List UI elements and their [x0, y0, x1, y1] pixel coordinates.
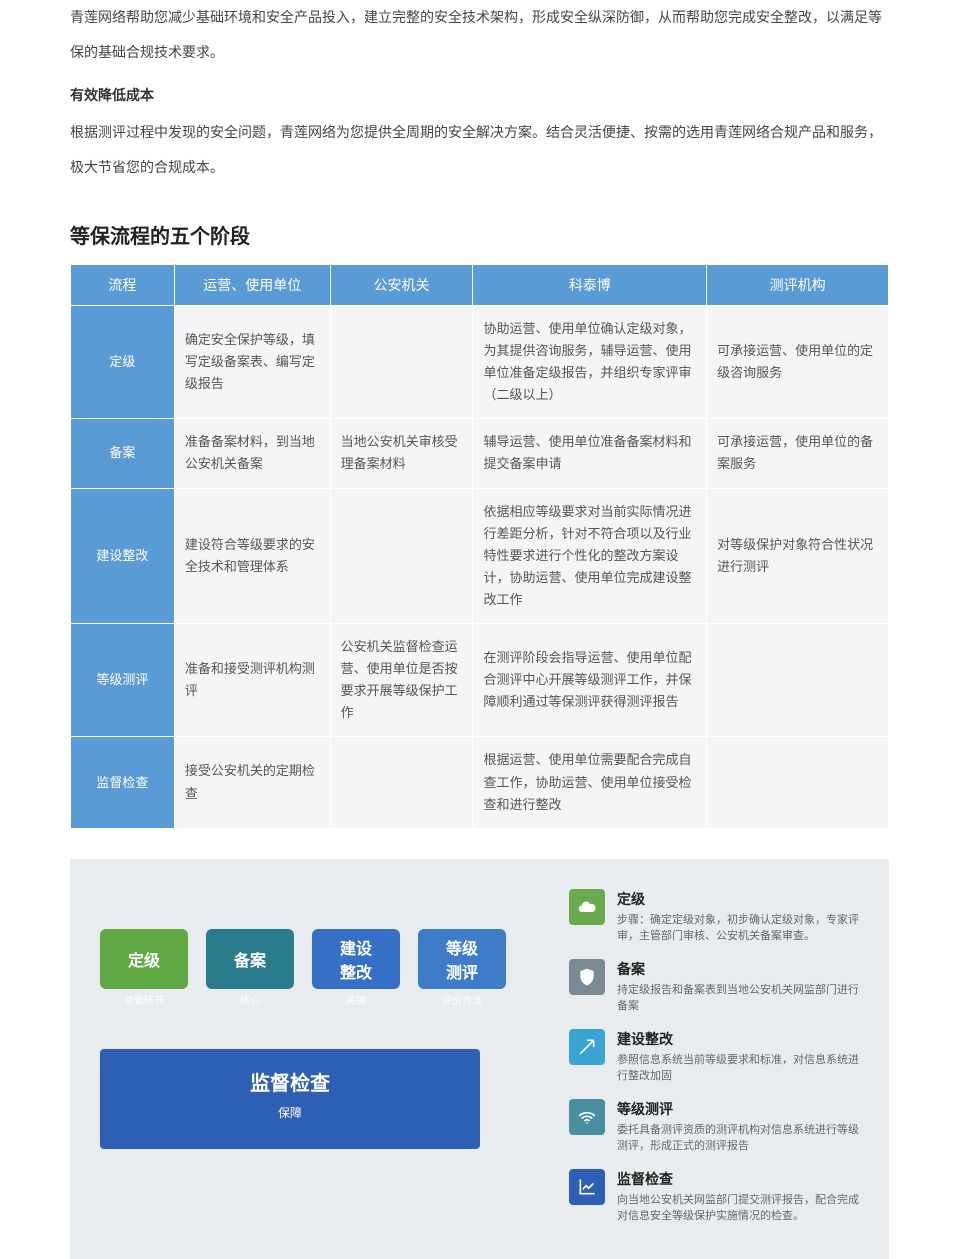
table-cell: 协助运营、使用单位确认定级对象，为其提供咨询服务，辅导运营、使用单位准备定级报告… [473, 306, 707, 419]
bigbox-sub: 保障 [100, 1104, 480, 1121]
table-header: 运营、使用单位 [174, 265, 330, 306]
bigbox-title: 监督检查 [100, 1067, 480, 1096]
item-desc: 持定级报告和备案表到当地公安机关网监部门进行备案 [617, 982, 869, 1015]
table-rowhead: 备案 [71, 419, 175, 488]
table-cell: 在测评阶段会指导运营、使用单位配合测评中心开展等级测评工作，并保障顺利通过等保测… [473, 624, 707, 737]
item-title: 等级测评 [617, 1099, 869, 1119]
table-cell [707, 624, 889, 737]
item-desc: 向当地公安机关网监部门提交测评报告，配合完成对信息安全等级保护实施情况的检查。 [617, 1192, 869, 1225]
cost-subtitle: 有效降低成本 [70, 85, 889, 105]
item-title: 建设整改 [617, 1029, 869, 1049]
table-cell: 对等级保护对象符合性状况进行测评 [707, 488, 889, 623]
table-cell: 依据相应等级要求对当前实际情况进行差距分析，针对不符合项以及行业特性要求进行个性… [473, 488, 707, 623]
table-header: 科泰博 [473, 265, 707, 306]
flow-box: 定级首要环节 [100, 929, 188, 989]
table-cell: 根据运营、使用单位需要配合完成自查工作，协助运营、使用单位接受检查和进行整改 [473, 737, 707, 828]
intro-p2: 根据测评过程中发现的安全问题，青莲网络为您提供全周期的安全解决方案。结合灵活便捷… [70, 115, 889, 185]
info-item: 定级步骤：确定定级对象，初步确认定级对象，专家评审，主管部门审核、公安机关备案审… [569, 889, 869, 945]
table-cell: 辅导运营、使用单位准备备案材料和提交备案申请 [473, 419, 707, 488]
item-title: 备案 [617, 959, 869, 979]
intro-p1: 青莲网络帮助您减少基础环境和安全产品投入，建立完整的安全技术架构，形成安全纵深防… [70, 0, 889, 70]
flow-box: 等级测评评价方法 [418, 929, 506, 989]
table-cell: 准备备案材料，到当地公安机关备案 [174, 419, 330, 488]
table-header: 测评机构 [707, 265, 889, 306]
table-rowhead: 建设整改 [71, 488, 175, 623]
shield-icon [569, 959, 605, 995]
wifi-icon [569, 1099, 605, 1135]
item-title: 监督检查 [617, 1169, 869, 1189]
table-cell [330, 737, 473, 828]
table-rowhead: 定级 [71, 306, 175, 419]
diagram: 定级首要环节备案核心建设整改关键等级测评评价方法 监督检查 保障 定级步骤：确定… [70, 859, 889, 1259]
info-item: 等级测评委托具备测评资质的测评机构对信息系统进行等级测评，形成正式的测评报告 [569, 1099, 869, 1155]
table-cell: 建设符合等级要求的安全技术和管理体系 [174, 488, 330, 623]
table-cell [330, 306, 473, 419]
supervision-box: 监督检查 保障 [100, 1049, 480, 1149]
table-cell: 准备和接受测评机构测评 [174, 624, 330, 737]
process-table: 流程运营、使用单位公安机关科泰博测评机构 定级确定安全保护等级，填写定级备案表、… [70, 264, 889, 829]
arrow-icon [569, 1029, 605, 1065]
flow-box: 备案核心 [206, 929, 294, 989]
item-desc: 参照信息系统当前等级要求和标准，对信息系统进行整改加固 [617, 1052, 869, 1085]
table-cell: 当地公安机关审核受理备案材料 [330, 419, 473, 488]
table-rowhead: 监督检查 [71, 737, 175, 828]
table-cell: 接受公安机关的定期检查 [174, 737, 330, 828]
table-header: 流程 [71, 265, 175, 306]
table-rowhead: 等级测评 [71, 624, 175, 737]
flow-box: 建设整改关键 [312, 929, 400, 989]
table-cell: 可承接运营、使用单位的定级咨询服务 [707, 306, 889, 419]
item-desc: 步骤：确定定级对象，初步确认定级对象，专家评审，主管部门审核、公安机关备案审查。 [617, 912, 869, 945]
cloud-icon [569, 889, 605, 925]
table-cell: 公安机关监督检查运营、使用单位是否按要求开展等级保护工作 [330, 624, 473, 737]
table-cell [330, 488, 473, 623]
table-cell [707, 737, 889, 828]
item-title: 定级 [617, 889, 869, 909]
table-cell: 确定安全保护等级，填写定级备案表、编写定级报告 [174, 306, 330, 419]
table-header: 公安机关 [330, 265, 473, 306]
info-item: 建设整改参照信息系统当前等级要求和标准，对信息系统进行整改加固 [569, 1029, 869, 1085]
info-item: 备案持定级报告和备案表到当地公安机关网监部门进行备案 [569, 959, 869, 1015]
chart-icon [569, 1169, 605, 1205]
item-desc: 委托具备测评资质的测评机构对信息系统进行等级测评，形成正式的测评报告 [617, 1122, 869, 1155]
info-item: 监督检查向当地公安机关网监部门提交测评报告，配合完成对信息安全等级保护实施情况的… [569, 1169, 869, 1225]
table-cell: 可承接运营，使用单位的备案服务 [707, 419, 889, 488]
section-title: 等保流程的五个阶段 [70, 220, 889, 249]
